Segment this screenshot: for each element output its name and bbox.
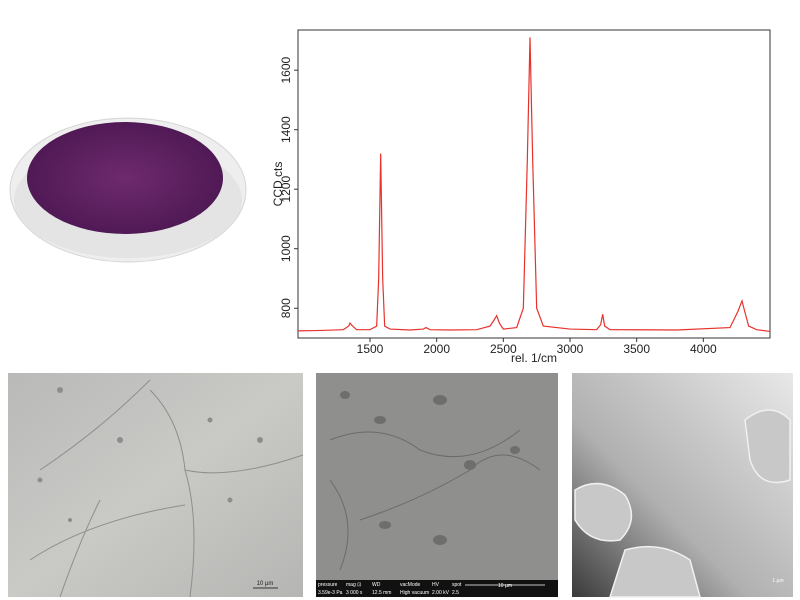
info-value: High vacuum — [400, 590, 429, 596]
info-label: WD — [372, 582, 381, 588]
info-label: HV — [432, 582, 440, 588]
info-value: 2.00 kV — [432, 590, 450, 596]
scale-label: 10 µm — [498, 583, 512, 589]
info-value: 12.5 mm — [372, 590, 391, 596]
y-axis-label: CCD cts — [271, 162, 285, 207]
scale-label: 1 µm — [772, 578, 783, 584]
info-value: 2.5 — [452, 590, 459, 596]
info-label: vacMode — [400, 582, 421, 588]
info-value: 3.59e-3 Pa — [318, 590, 343, 596]
y-tick-label: 800 — [279, 298, 293, 318]
spectrum-line — [297, 37, 771, 333]
x-tick-label: 3000 — [557, 342, 584, 356]
info-label: pressure — [318, 582, 338, 588]
tem-image: 1 µm — [572, 373, 793, 598]
info-label: spot — [452, 582, 462, 588]
y-tick-label: 1600 — [279, 57, 293, 84]
spectrum-chart: rel. 1/cm CCD cts 1500 2000 2500 3000 3500 40… — [271, 29, 771, 365]
y-tick-label: 1400 — [279, 116, 293, 143]
wafer-photo — [9, 117, 247, 263]
y-tick-label: 1200 — [279, 176, 293, 203]
x-tick-label: 4000 — [690, 342, 717, 356]
plot-frame — [297, 29, 771, 339]
x-axis-label: rel. 1/cm — [511, 351, 557, 365]
x-tick-label: 2500 — [490, 342, 517, 356]
x-tick-label: 2000 — [423, 342, 450, 356]
y-tick-label: 1000 — [279, 235, 293, 262]
x-tick-label: 1500 — [357, 342, 384, 356]
x-tick-label: 3500 — [623, 342, 650, 356]
scale-label: 10 µm — [257, 581, 274, 587]
info-label: mag ⊡ — [346, 582, 361, 588]
info-value: 3 000 x — [346, 590, 363, 596]
optical-image: 10 µm — [8, 373, 304, 598]
